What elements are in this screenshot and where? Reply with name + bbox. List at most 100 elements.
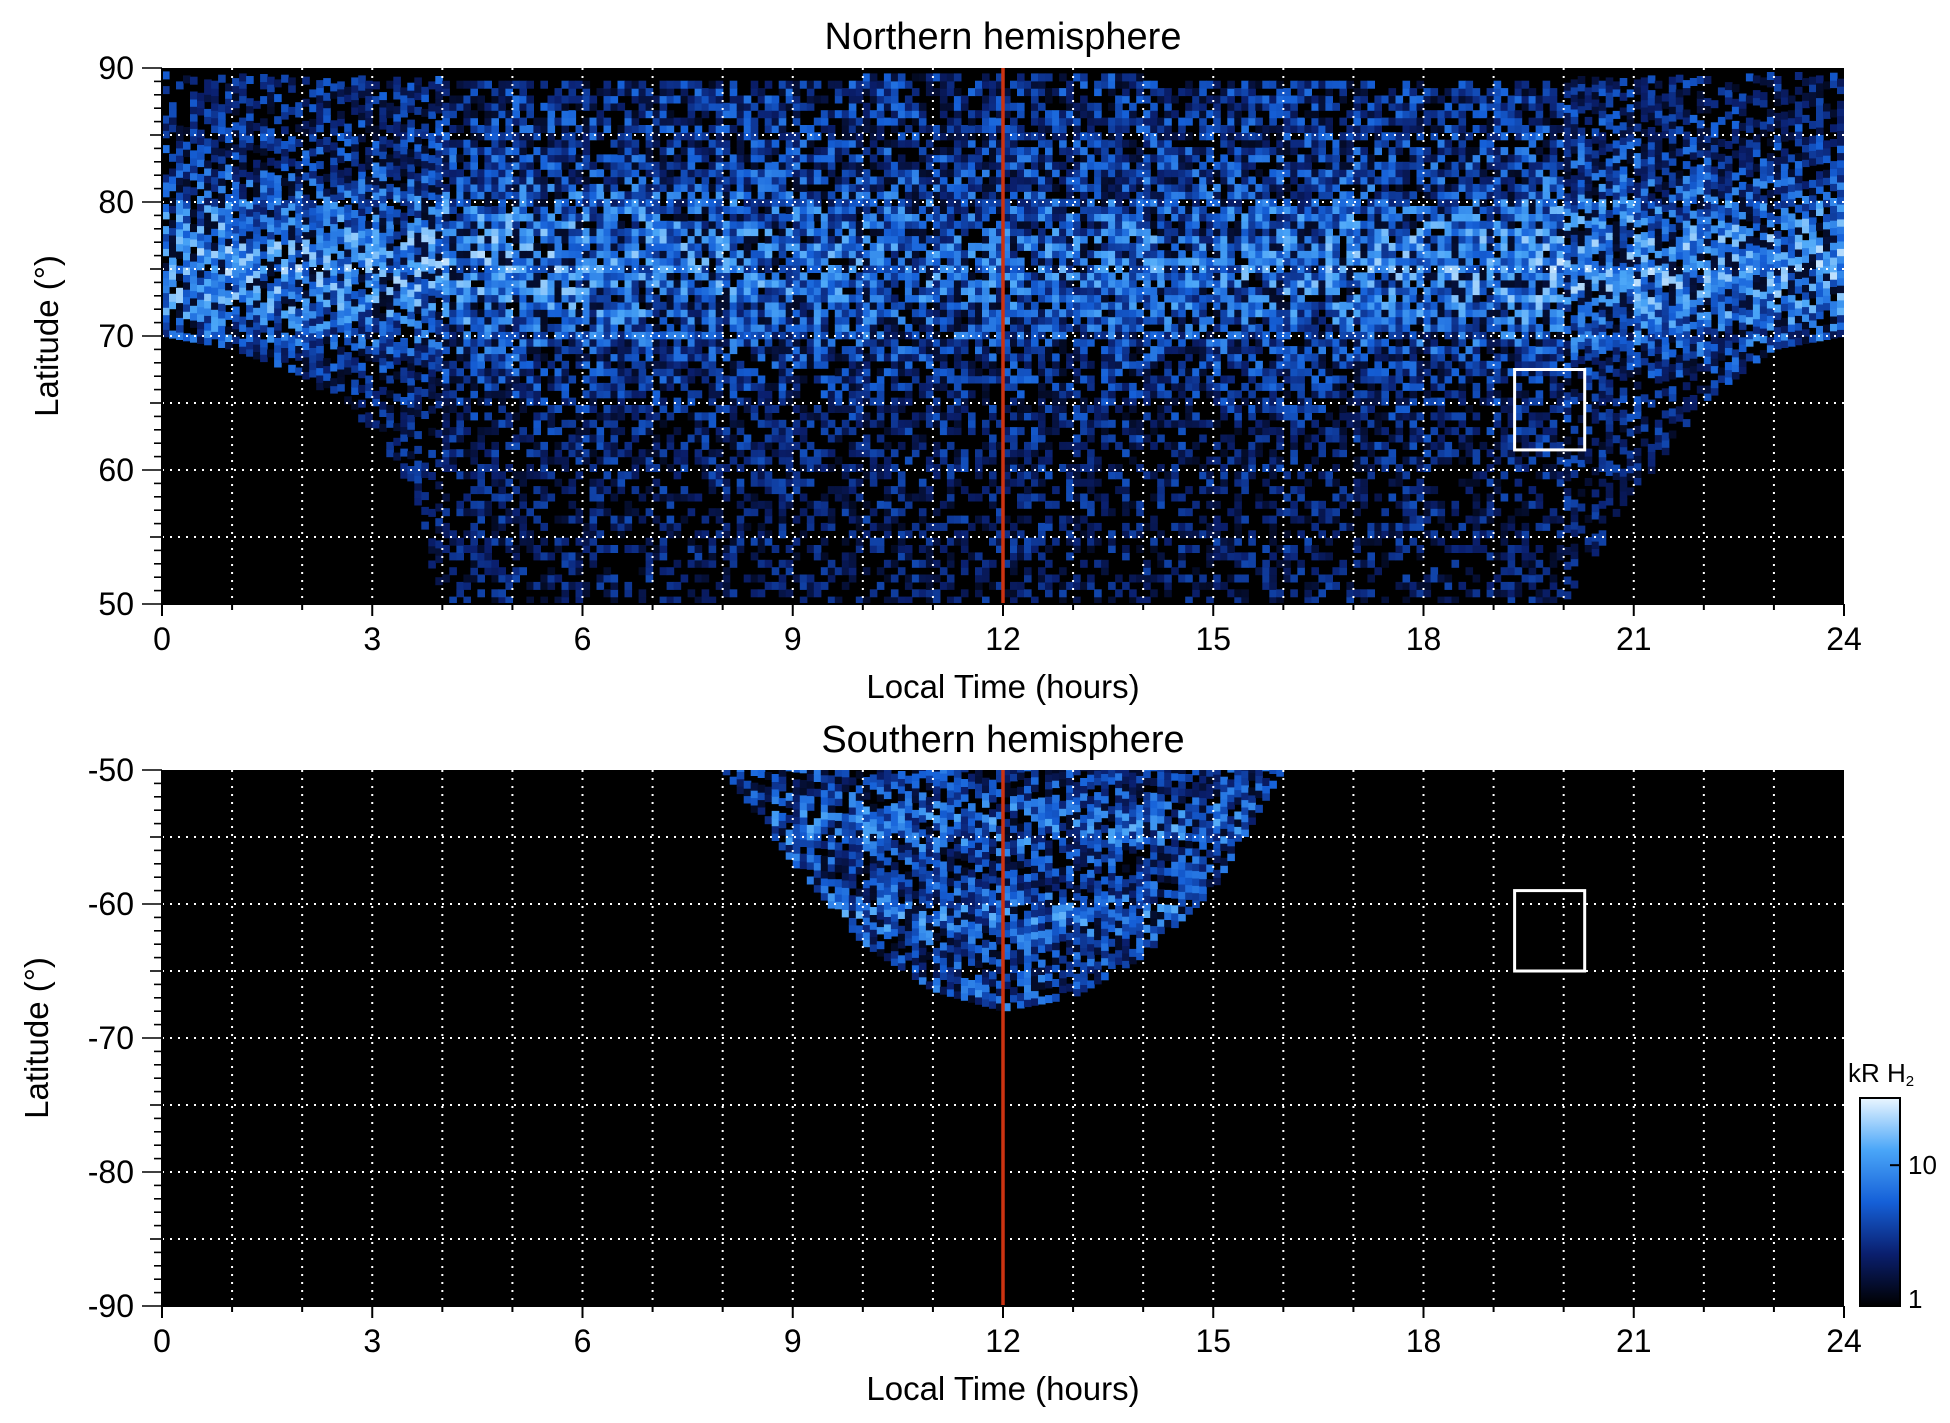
north-emission-cell	[239, 125, 247, 133]
north-emission-cell	[645, 338, 654, 347]
north-emission-cell	[442, 279, 450, 288]
north-emission-cell	[904, 228, 913, 237]
north-emission-cell	[239, 338, 247, 347]
north-emission-cell	[204, 79, 212, 88]
north-emission-cell	[708, 169, 717, 178]
north-emission-cell	[848, 250, 857, 259]
north-emission-cell	[169, 242, 177, 251]
north-emission-cell	[204, 278, 212, 287]
north-emission-cell	[624, 500, 633, 509]
north-emission-cell	[890, 338, 899, 347]
north-emission-cell	[722, 228, 731, 237]
north-emission-cell	[904, 191, 913, 200]
north-emission-cell	[799, 287, 808, 296]
north-emission-cell	[960, 272, 969, 281]
north-emission-cell	[806, 206, 815, 214]
north-emission-cell	[890, 250, 899, 259]
north-emission-cell	[708, 125, 717, 133]
north-emission-cell	[820, 250, 829, 259]
north-emission-cell	[722, 427, 731, 436]
north-emission-cell	[253, 174, 261, 183]
north-emission-cell	[785, 323, 794, 332]
north-emission-cell	[918, 102, 927, 111]
north-emission-cell	[554, 147, 563, 156]
north-emission-cell	[736, 154, 745, 163]
north-emission-cell	[701, 464, 710, 472]
north-emission-cell	[953, 265, 962, 273]
north-emission-cell	[785, 294, 794, 303]
north-emission-cell	[547, 125, 556, 133]
north-emission-cell	[428, 324, 436, 333]
north-emission-cell	[351, 180, 359, 189]
north-emission-cell	[449, 368, 457, 377]
north-emission-cell	[484, 102, 492, 111]
north-emission-cell	[330, 326, 338, 335]
north-emission-cell	[197, 313, 205, 322]
north-emission-cell	[176, 295, 184, 304]
north-emission-cell	[659, 154, 668, 163]
north-emission-cell	[841, 368, 850, 377]
north-emission-cell	[946, 80, 955, 89]
north-emission-cell	[519, 515, 527, 524]
north-emission-cell	[232, 232, 240, 241]
north-emission-cell	[806, 464, 815, 472]
north-emission-cell	[876, 338, 885, 347]
north-emission-cell	[603, 338, 612, 347]
north-emission-cell	[484, 213, 492, 222]
north-emission-cell	[946, 346, 955, 355]
north-emission-cell	[911, 316, 920, 325]
north-emission-cell	[267, 128, 275, 137]
north-emission-cell	[897, 228, 906, 237]
north-emission-cell	[470, 449, 478, 458]
north-emission-cell	[435, 341, 443, 350]
north-emission-cell	[778, 360, 787, 369]
north-emission-cell	[435, 76, 443, 84]
north-emission-cell	[813, 360, 822, 369]
north-emission-cell	[897, 257, 906, 266]
north-emission-cell	[463, 206, 471, 214]
north-emission-cell	[596, 486, 605, 495]
north-emission-cell	[806, 213, 815, 222]
north-emission-cell	[337, 376, 345, 385]
north-emission-cell	[302, 290, 310, 299]
north-emission-cell	[505, 213, 513, 222]
north-emission-cell	[694, 125, 703, 133]
north-emission-cell	[260, 339, 268, 348]
north-emission-cell	[617, 169, 626, 178]
north-emission-cell	[932, 73, 941, 82]
north-emission-cell	[407, 407, 415, 415]
north-emission-cell	[337, 184, 345, 193]
north-emission-cell	[372, 250, 380, 259]
north-emission-cell	[792, 272, 801, 281]
north-emission-cell	[400, 293, 408, 302]
north-emission-cell	[512, 545, 520, 553]
north-emission-cell	[407, 104, 415, 113]
north-emission-cell	[785, 500, 794, 509]
north-emission-cell	[421, 175, 429, 184]
north-emission-cell	[463, 545, 471, 553]
north-emission-cell	[316, 161, 324, 170]
north-emission-cell	[463, 102, 471, 111]
north-emission-cell	[197, 210, 205, 219]
north-emission-cell	[722, 353, 731, 362]
north-emission-cell	[869, 346, 878, 355]
north-emission-cell	[442, 206, 450, 214]
north-emission-cell	[386, 220, 394, 229]
north-emission-cell	[687, 228, 696, 237]
north-emission-cell	[834, 427, 843, 436]
north-emission-cell	[862, 596, 871, 604]
north-emission-cell	[666, 493, 675, 502]
north-emission-cell	[323, 114, 331, 123]
north-emission-cell	[813, 316, 822, 325]
north-emission-cell	[162, 270, 170, 279]
north-emission-cell	[281, 347, 289, 356]
north-emission-cell	[512, 574, 520, 583]
north-emission-cell	[610, 581, 619, 590]
north-emission-cell	[372, 162, 380, 171]
north-emission-cell	[596, 338, 605, 347]
north-emission-cell	[932, 125, 941, 133]
north-emission-cell	[596, 316, 605, 325]
north-emission-cell	[680, 316, 689, 325]
north-emission-cell	[435, 120, 443, 129]
north-emission-cell	[323, 328, 331, 337]
